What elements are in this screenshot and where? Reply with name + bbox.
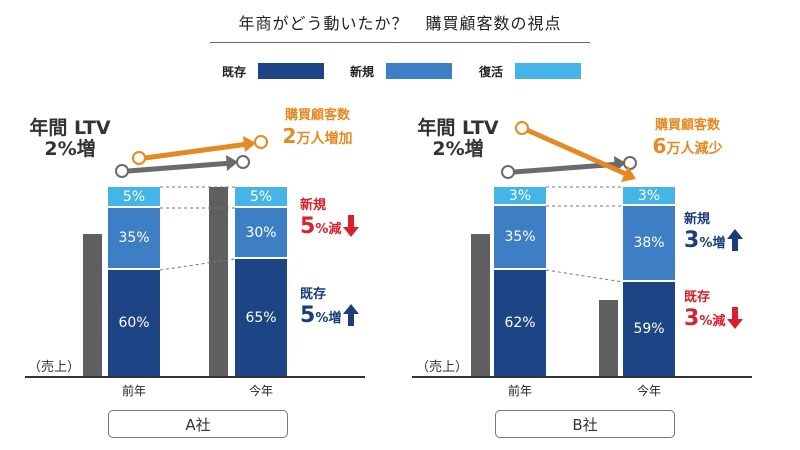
bar-gray-b-curr	[599, 300, 618, 376]
ltv-label-a: 年間 LTV 2%増	[10, 118, 130, 160]
segment-revival: 5%	[235, 187, 287, 208]
customer-change-label: 購買顧客数	[654, 118, 720, 133]
bar-gray-a-prev	[83, 234, 102, 376]
customer-trend-arrow-b	[515, 121, 636, 182]
annotation-label: 新規	[684, 212, 711, 227]
dashed-connector	[159, 258, 236, 271]
stacked-bar-a-curr: 5% 30% 65%	[235, 187, 287, 376]
annotation-a-existing: 既存 5%増	[300, 287, 395, 333]
annotation-number: 3	[684, 306, 700, 331]
arrow-up-icon	[343, 304, 360, 333]
customer-change-number: 6	[652, 134, 667, 158]
company-label-b: B社	[495, 410, 675, 438]
bar-gray-a-curr	[209, 187, 228, 376]
segment-new: 35%	[494, 206, 546, 270]
ltv-label-line1: 年間 LTV	[29, 117, 111, 139]
annotation-b-new: 新規 3%増	[684, 212, 784, 258]
arrow-up-icon	[727, 229, 744, 258]
annotation-number: 3	[684, 228, 700, 253]
annotation-unit: %増	[699, 236, 726, 251]
segment-new: 30%	[235, 208, 287, 259]
legend-label: 既存	[222, 64, 247, 79]
segment-revival: 3%	[623, 187, 675, 206]
annotation-unit: %減	[699, 314, 726, 329]
annotation-b-existing: 既存 3%減	[684, 290, 784, 336]
segment-revival: 5%	[108, 187, 160, 208]
x-tick-label: 今年	[636, 384, 661, 398]
legend-item-existing: 既存	[222, 62, 325, 80]
legend-item-revival: 復活	[479, 62, 582, 80]
legend-swatch-revival	[515, 63, 582, 79]
customer-change-unit: 万人減少	[666, 141, 723, 157]
legend-swatch-new	[386, 63, 453, 79]
annotation-label: 既存	[300, 287, 327, 302]
arrow-down-icon	[343, 215, 360, 244]
segment-new: 38%	[623, 206, 675, 282]
annotation-number: 5	[300, 214, 316, 239]
ltv-label-line2: 2%増	[432, 138, 484, 160]
company-label-a: A社	[108, 410, 288, 438]
legend-label: 新規	[350, 64, 375, 79]
customer-change-b: 購買顧客数 6万人減少	[640, 118, 735, 158]
annotation-unit: %増	[315, 311, 342, 326]
segment-existing: 59%	[623, 282, 675, 376]
x-tick-label: 前年	[507, 384, 532, 398]
segment-new: 35%	[108, 208, 160, 270]
stacked-bar-b-curr: 3% 38% 59%	[623, 187, 675, 376]
legend-item-new: 新規	[350, 62, 453, 80]
customer-trend-arrow-a	[132, 135, 268, 165]
segment-revival: 3%	[494, 187, 546, 206]
legend-swatch-existing	[258, 63, 325, 79]
customer-change-unit: 万人増加	[296, 131, 353, 147]
dashed-connector	[545, 269, 624, 283]
x-axis-a	[25, 376, 365, 378]
stacked-bar-b-prev: 3% 35% 62%	[494, 187, 546, 376]
y-axis-label-b: （売上）	[416, 360, 469, 375]
bar-gray-b-prev	[471, 234, 490, 376]
ltv-label-line2: 2%増	[44, 138, 96, 160]
arrow-down-icon	[727, 307, 744, 336]
title-underline	[210, 42, 590, 43]
annotation-unit: %減	[315, 222, 342, 237]
chart-title: 年商がどう動いたか？ 購買顧客数の視点	[238, 14, 562, 33]
ltv-label-line1: 年間 LTV	[417, 117, 499, 139]
x-tick-label: 今年	[248, 384, 273, 398]
ltv-label-b: 年間 LTV 2%増	[398, 118, 518, 160]
annotation-label: 新規	[300, 198, 327, 213]
legend-label: 復活	[479, 64, 504, 79]
annotation-a-new: 新規 5%減	[300, 198, 395, 244]
segment-existing: 60%	[108, 270, 160, 376]
x-tick-label: 前年	[121, 384, 146, 398]
customer-change-number: 2	[282, 124, 297, 148]
annotation-label: 既存	[684, 290, 711, 305]
annotation-number: 5	[300, 303, 316, 328]
stacked-bar-a-prev: 5% 35% 60%	[108, 187, 160, 376]
segment-existing: 65%	[235, 259, 287, 376]
customer-change-a: 購買顧客数 2万人増加	[270, 108, 365, 148]
ltv-trend-arrow-a	[115, 155, 250, 178]
segment-existing: 62%	[494, 270, 546, 376]
x-axis-b	[412, 376, 752, 378]
y-axis-label-a: （売上）	[28, 360, 81, 375]
customer-change-label: 購買顧客数	[284, 108, 350, 123]
